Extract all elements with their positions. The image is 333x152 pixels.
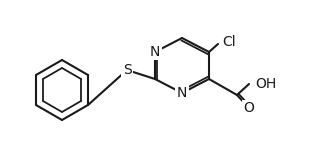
Text: N: N — [150, 45, 160, 59]
Text: S: S — [123, 63, 132, 77]
Text: O: O — [243, 101, 254, 115]
Text: N: N — [177, 86, 187, 100]
Text: Cl: Cl — [222, 35, 236, 49]
Text: OH: OH — [255, 77, 276, 91]
